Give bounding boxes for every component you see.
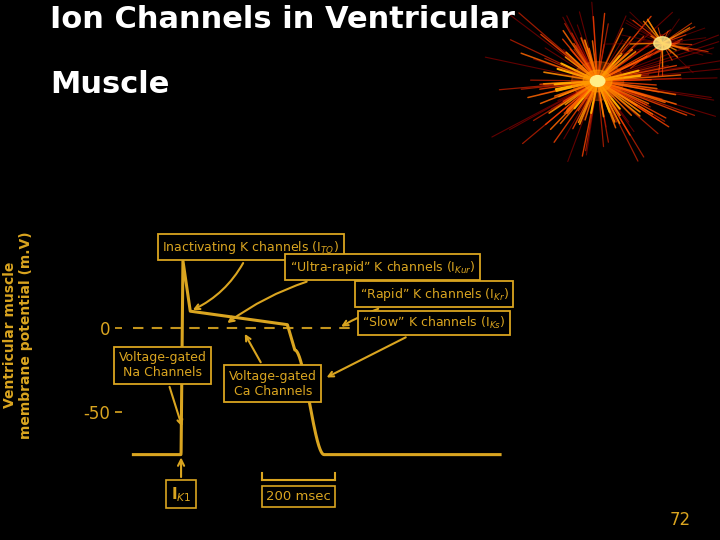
Circle shape (590, 76, 605, 86)
Text: Muscle: Muscle (50, 70, 170, 99)
Text: “Rapid” K channels (I$_{Kr}$): “Rapid” K channels (I$_{Kr}$) (343, 286, 508, 326)
Circle shape (583, 70, 612, 92)
Text: Ion Channels in Ventricular: Ion Channels in Ventricular (50, 5, 516, 35)
Text: “Ultra-rapid” K channels (I$_{Kur}$): “Ultra-rapid” K channels (I$_{Kur}$) (229, 259, 476, 322)
Circle shape (572, 62, 624, 100)
Text: Inactivating K channels (I$_{TO}$): Inactivating K channels (I$_{TO}$) (162, 239, 339, 309)
Text: Voltage-gated
Na Channels: Voltage-gated Na Channels (119, 351, 207, 424)
Text: Ventricular muscle
membrane potential (m.V): Ventricular muscle membrane potential (m… (3, 231, 33, 438)
Text: Voltage-gated
Ca Channels: Voltage-gated Ca Channels (229, 336, 317, 398)
Text: 72: 72 (670, 511, 691, 529)
Text: “Slow” K channels (I$_{Ks}$): “Slow” K channels (I$_{Ks}$) (328, 315, 506, 376)
Text: I$_{K1}$: I$_{K1}$ (171, 460, 192, 504)
Circle shape (654, 37, 671, 50)
Text: 200 msec: 200 msec (266, 490, 330, 503)
